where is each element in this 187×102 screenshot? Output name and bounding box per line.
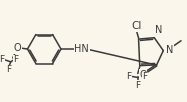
- Text: N: N: [166, 45, 174, 55]
- Text: HN: HN: [74, 44, 89, 54]
- Text: O: O: [14, 43, 22, 53]
- Text: N: N: [155, 25, 163, 35]
- Text: F: F: [142, 72, 147, 81]
- Text: O: O: [139, 70, 147, 80]
- Text: Cl: Cl: [131, 21, 142, 31]
- Text: F: F: [6, 65, 11, 74]
- Text: F: F: [13, 55, 18, 64]
- Text: F: F: [135, 81, 140, 90]
- Text: F: F: [0, 55, 4, 64]
- Text: F: F: [126, 72, 131, 81]
